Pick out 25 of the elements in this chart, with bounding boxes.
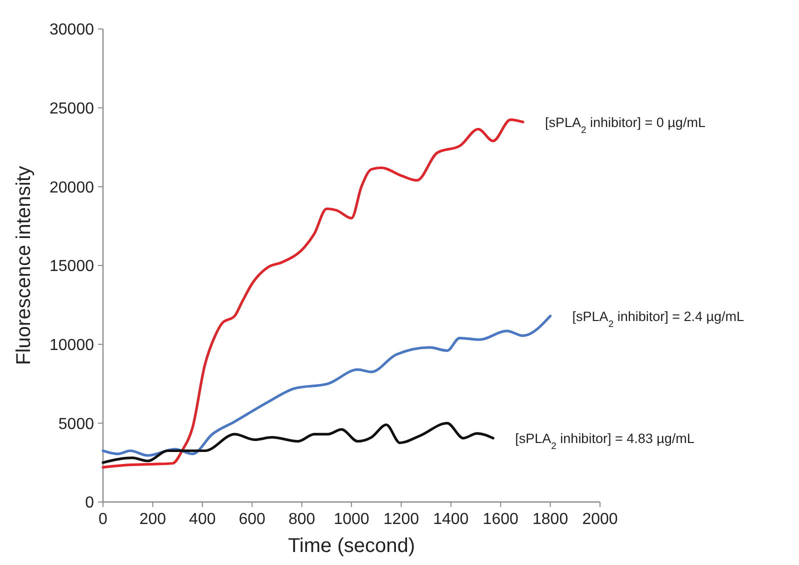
line-series — [102, 422, 494, 464]
x-tick-label: 2000 — [582, 511, 618, 528]
x-tick-label: 1600 — [482, 511, 518, 528]
y-axis-title: Fluorescence intensity — [13, 166, 35, 365]
series-label: [sPLA$_{2}$ inhibitor] = 0 µg/mL — [544, 115, 706, 136]
x-tick-label: 1400 — [433, 511, 469, 528]
x-tick-label: 800 — [288, 511, 316, 528]
series-label: [sPLA$_{2}$ inhibitor] = 4.83 µg/mL — [515, 431, 695, 452]
x-tick-label: 1200 — [383, 511, 420, 528]
x-tick-label: 1000 — [334, 511, 370, 528]
y-tick-label: 25000 — [50, 100, 94, 118]
x-tick-label: 200 — [139, 511, 166, 528]
series-label: [sPLA$_{2}$ inhibitor] = 2.4 µg/mL — [572, 308, 745, 330]
y-tick-label: 30000 — [50, 22, 94, 39]
y-tick-label: 0 — [85, 494, 94, 512]
x-tick-label: 600 — [238, 511, 266, 528]
x-tick-label: 1800 — [532, 511, 568, 528]
y-tick-label: 20000 — [50, 179, 94, 196]
y-tick-label: 10000 — [50, 336, 94, 354]
line-series — [102, 314, 552, 457]
x-axis-title: Time (second) — [288, 535, 416, 557]
x-tick-label: 400 — [189, 511, 216, 528]
x-tick-label: 0 — [98, 511, 108, 528]
y-tick-label: 5000 — [58, 416, 94, 433]
y-tick-label: 15000 — [50, 258, 94, 276]
